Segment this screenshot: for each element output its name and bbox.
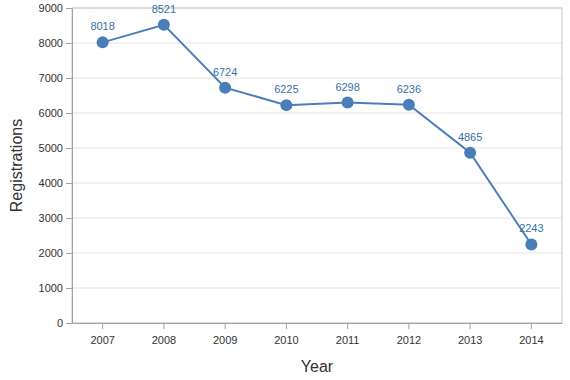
plot-frame bbox=[72, 8, 562, 323]
y-tick-label: 6000 bbox=[39, 107, 63, 119]
y-tick-mark bbox=[66, 253, 72, 254]
point bbox=[97, 36, 109, 48]
y-axis-line bbox=[72, 9, 73, 324]
x-tick-label: 2013 bbox=[458, 334, 482, 346]
y-tick-mark bbox=[66, 218, 72, 219]
y-tick-mark bbox=[66, 183, 72, 184]
grid-line bbox=[72, 288, 562, 289]
y-tick-label: 4000 bbox=[39, 177, 63, 189]
plot: 0 1000 2000 3000 4000 5000 6000 7000 8000 9000 200… bbox=[39, 2, 563, 346]
x-tick-label: 2012 bbox=[397, 334, 421, 346]
data-label: 8521 bbox=[152, 3, 176, 15]
y-tick: 5000 bbox=[39, 142, 72, 154]
y-tick: 3000 bbox=[39, 212, 72, 224]
y-tick: 6000 bbox=[39, 107, 72, 119]
data-label: 8018 bbox=[90, 20, 114, 32]
y-tick-mark bbox=[66, 113, 72, 114]
x-tick-mark bbox=[286, 323, 287, 329]
y-tick: 8000 bbox=[39, 37, 72, 49]
x-tick: 2010 bbox=[274, 323, 298, 346]
x-tick-mark bbox=[470, 323, 471, 329]
y-tick-label: 8000 bbox=[39, 37, 63, 49]
grid-line bbox=[72, 78, 562, 79]
y-tick-mark bbox=[66, 288, 72, 289]
x-tick-mark bbox=[531, 323, 532, 329]
x-tick: 2012 bbox=[397, 323, 421, 346]
point bbox=[158, 19, 170, 31]
x-tick-mark bbox=[225, 323, 226, 329]
y-tick: 9000 bbox=[39, 2, 72, 14]
y-tick-mark bbox=[66, 148, 72, 149]
x-tick-label: 2008 bbox=[152, 334, 176, 346]
y-tick: 0 bbox=[57, 317, 72, 329]
x-tick-mark bbox=[408, 323, 409, 329]
x-tick-mark bbox=[347, 323, 348, 329]
data-label: 4865 bbox=[458, 131, 482, 143]
y-axis: 0 1000 2000 3000 4000 5000 6000 7000 8000 9000 bbox=[39, 2, 73, 329]
y-tick: 2000 bbox=[39, 247, 72, 259]
y-tick: 1000 bbox=[39, 282, 72, 294]
point bbox=[342, 97, 354, 109]
y-tick-label: 5000 bbox=[39, 142, 63, 154]
x-tick-label: 2011 bbox=[336, 334, 360, 346]
y-tick-label: 1000 bbox=[39, 282, 63, 294]
y-tick-label: 0 bbox=[57, 317, 63, 329]
grid-line bbox=[72, 113, 562, 114]
x-axis-title: Year bbox=[301, 358, 334, 375]
y-tick-label: 9000 bbox=[39, 2, 63, 14]
x-tick-mark bbox=[163, 323, 164, 329]
x-tick-label: 2014 bbox=[519, 334, 543, 346]
data-label: 6236 bbox=[397, 83, 421, 95]
data-label: 6298 bbox=[335, 81, 359, 93]
y-tick-mark bbox=[66, 8, 72, 9]
y-tick-label: 3000 bbox=[39, 212, 63, 224]
y-tick-mark bbox=[66, 78, 72, 79]
x-tick-label: 2010 bbox=[274, 334, 298, 346]
x-axis-line bbox=[73, 323, 563, 324]
x-tick-label: 2009 bbox=[213, 334, 237, 346]
data-label: 6225 bbox=[274, 83, 298, 95]
point bbox=[280, 99, 292, 111]
line bbox=[103, 25, 532, 245]
point bbox=[525, 238, 537, 250]
grid bbox=[72, 8, 562, 323]
y-tick-label: 2000 bbox=[39, 247, 63, 259]
x-tick: 2009 bbox=[213, 323, 237, 346]
x-tick: 2011 bbox=[336, 323, 360, 346]
y-tick: 7000 bbox=[39, 72, 72, 84]
x-tick-label: 2007 bbox=[90, 334, 114, 346]
point bbox=[219, 82, 231, 94]
x-tick-mark bbox=[102, 323, 103, 329]
y-tick: 4000 bbox=[39, 177, 72, 189]
grid-line bbox=[72, 148, 562, 149]
point bbox=[403, 99, 415, 111]
x-tick: 2008 bbox=[152, 323, 176, 346]
x-axis: 2007 2008 2009 2010 2011 2012 2013 2014 bbox=[73, 323, 563, 346]
x-tick: 2014 bbox=[519, 323, 543, 346]
y-tick-mark bbox=[66, 323, 72, 324]
marks bbox=[97, 19, 538, 251]
grid-line bbox=[72, 253, 562, 254]
data-label: 2243 bbox=[519, 222, 543, 234]
grid-line bbox=[72, 183, 562, 184]
y-tick-mark bbox=[66, 43, 72, 44]
chart: 0 1000 2000 3000 4000 5000 6000 7000 8000 9000 200… bbox=[0, 0, 570, 380]
x-tick: 2013 bbox=[458, 323, 482, 346]
data-label: 6724 bbox=[213, 66, 237, 78]
grid-line bbox=[72, 43, 562, 44]
data-labels: 8018 8521 6724 6225 6298 6236 4865 2243 bbox=[90, 3, 543, 235]
grid-line bbox=[72, 218, 562, 219]
y-axis-title: Registrations bbox=[8, 119, 25, 212]
x-tick: 2007 bbox=[90, 323, 114, 346]
point bbox=[464, 147, 476, 159]
y-tick-label: 7000 bbox=[39, 72, 63, 84]
